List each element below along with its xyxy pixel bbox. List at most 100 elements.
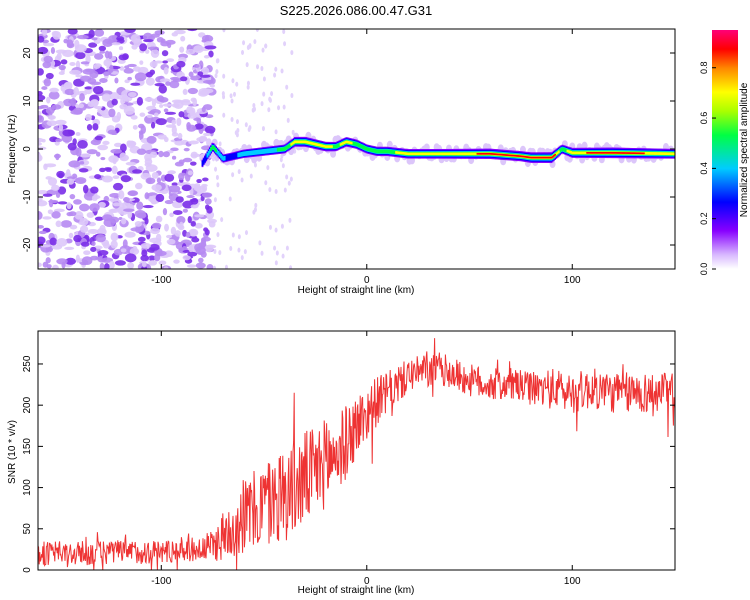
ridge-segment bbox=[527, 156, 529, 159]
noise-blob bbox=[243, 249, 247, 255]
noise-blob bbox=[90, 139, 101, 146]
noise-blob bbox=[95, 151, 101, 157]
noise-blob bbox=[237, 234, 241, 240]
ridge-segment bbox=[536, 156, 539, 159]
noise-blob bbox=[172, 210, 183, 216]
noise-blob bbox=[248, 125, 252, 131]
ridge-segment bbox=[282, 147, 285, 151]
noise-blob bbox=[150, 33, 160, 38]
noise-blob bbox=[162, 60, 169, 64]
noise-blob bbox=[230, 116, 234, 122]
noise-blob bbox=[52, 30, 62, 40]
ridge-segment bbox=[665, 152, 667, 155]
noise-blob bbox=[196, 178, 202, 184]
noise-blob bbox=[89, 203, 100, 212]
noise-blob bbox=[196, 118, 202, 125]
noise-blob bbox=[73, 86, 80, 96]
noise-blob bbox=[108, 260, 115, 269]
ridge-segment bbox=[448, 152, 450, 156]
ridge-segment bbox=[565, 148, 568, 153]
noise-blob bbox=[78, 103, 85, 109]
noise-blob bbox=[201, 67, 210, 75]
noise-blob bbox=[68, 160, 81, 168]
noise-blob bbox=[103, 59, 112, 67]
x-tick-label: 0 bbox=[364, 275, 370, 286]
noise-blob bbox=[164, 111, 177, 115]
ridge-segment bbox=[249, 150, 252, 156]
ridge-segment bbox=[432, 152, 434, 156]
noise-blob bbox=[125, 161, 137, 166]
ridge-segment bbox=[585, 151, 587, 155]
noise-blob bbox=[141, 249, 148, 257]
noise-blob bbox=[47, 177, 58, 186]
noise-blob bbox=[91, 37, 98, 41]
spectrogram-y-label: Frequency (Hz) bbox=[7, 115, 18, 184]
noise-blob bbox=[252, 209, 256, 215]
noise-blob bbox=[289, 176, 293, 182]
noise-blob bbox=[62, 129, 74, 137]
chart-title: S225.2026.086.00.47.G31 bbox=[280, 3, 433, 18]
noise-blob bbox=[64, 88, 76, 96]
noise-blob bbox=[43, 78, 51, 87]
noise-blob bbox=[187, 251, 198, 257]
ridge-segment bbox=[562, 147, 565, 152]
noise-blob bbox=[245, 62, 249, 68]
ridge-segment bbox=[295, 140, 298, 144]
noise-blob bbox=[170, 147, 179, 152]
ridge-segment bbox=[449, 152, 452, 156]
ridge-segment bbox=[570, 151, 573, 154]
noise-blob bbox=[274, 260, 278, 266]
noise-blob bbox=[38, 262, 42, 268]
noise-blob bbox=[102, 242, 110, 249]
ridge-segment bbox=[571, 151, 574, 155]
noise-blob bbox=[202, 177, 209, 182]
noise-blob bbox=[66, 176, 76, 180]
ridge-segment bbox=[425, 152, 428, 156]
noise-blob bbox=[75, 60, 81, 69]
noise-blob bbox=[254, 202, 258, 208]
noise-blob bbox=[187, 215, 192, 224]
ridge-segment bbox=[274, 147, 277, 153]
ridge-segment bbox=[428, 152, 431, 156]
noise-blob bbox=[86, 149, 98, 155]
noise-blob bbox=[273, 72, 277, 78]
ridge-segment bbox=[599, 151, 602, 154]
ridge-segment bbox=[233, 152, 236, 159]
ridge-segment bbox=[581, 151, 584, 155]
ridge-segment bbox=[507, 154, 510, 157]
noise-blob bbox=[158, 97, 169, 103]
noise-blob bbox=[134, 72, 147, 82]
noise-blob bbox=[128, 140, 137, 147]
noise-blob bbox=[94, 135, 104, 141]
ridge-segment bbox=[306, 140, 309, 144]
noise-blob bbox=[123, 208, 135, 212]
ridge-segment bbox=[327, 145, 330, 148]
noise-blob bbox=[187, 87, 198, 95]
ridge-segment bbox=[639, 152, 642, 155]
ridge-segment bbox=[439, 152, 442, 156]
noise-blob bbox=[136, 148, 147, 155]
noise-blob bbox=[253, 39, 257, 45]
ridge-segment bbox=[414, 152, 417, 156]
ridge-segment bbox=[287, 144, 290, 148]
noise-blob bbox=[171, 125, 177, 135]
ridge-segment bbox=[517, 155, 520, 157]
ridge-segment bbox=[641, 152, 644, 155]
ridge-segment bbox=[285, 146, 288, 150]
ridge-segment bbox=[575, 151, 577, 155]
noise-blob bbox=[140, 254, 150, 262]
ridge-segment bbox=[624, 152, 627, 154]
ridge-segment bbox=[556, 151, 559, 155]
ridge-segment bbox=[281, 147, 284, 151]
ridge-segment bbox=[317, 143, 320, 147]
noise-blob bbox=[190, 75, 200, 81]
ridge-segment bbox=[459, 152, 462, 156]
ridge-segment bbox=[652, 152, 655, 155]
ridge-segment bbox=[488, 152, 491, 155]
ridge-segment bbox=[228, 154, 231, 161]
ridge-segment bbox=[434, 152, 437, 156]
ridge-segment bbox=[658, 152, 661, 155]
noise-blob bbox=[237, 169, 241, 175]
noise-blob bbox=[119, 143, 127, 153]
snr-axes: -100 0 100 0 50 100 150 200 250 bbox=[22, 331, 675, 587]
